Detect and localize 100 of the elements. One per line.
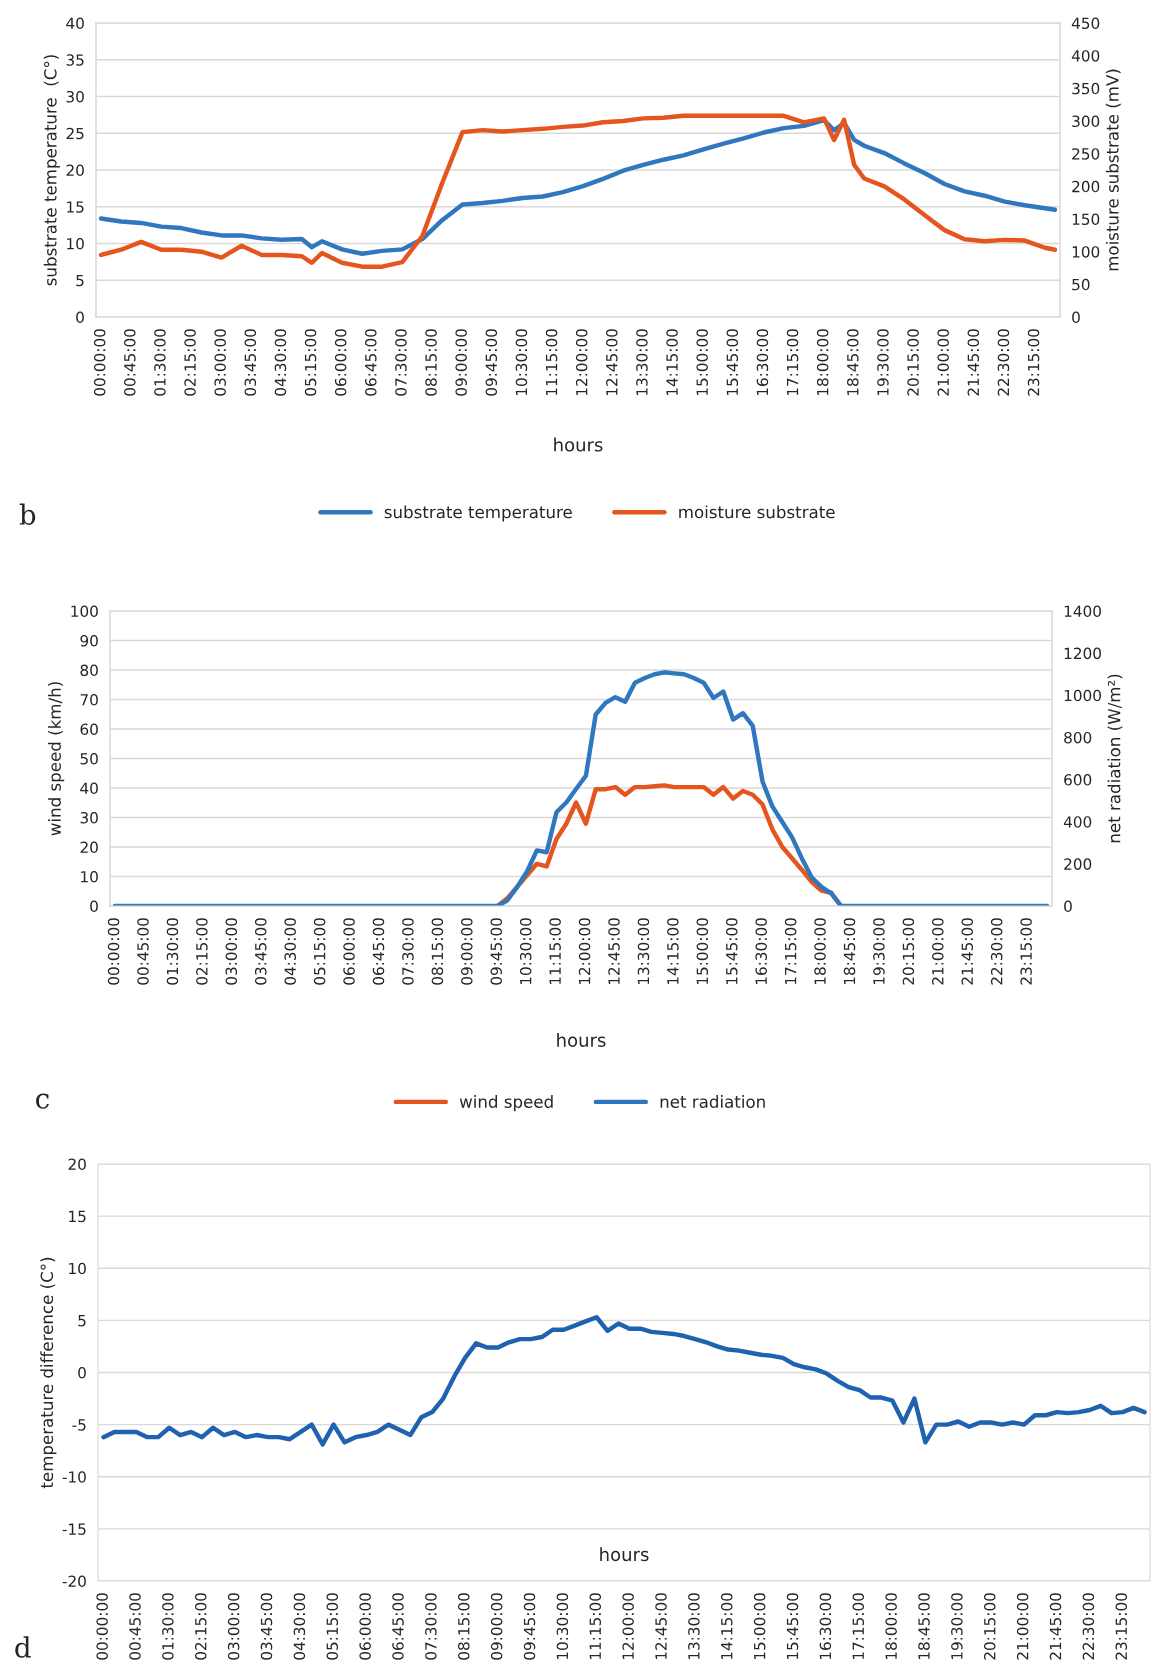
x-tick-label: 06:00:00 xyxy=(343,918,355,985)
y2-tick-label: 250 xyxy=(1072,148,1100,160)
x-tick-label: 09:45:00 xyxy=(490,918,503,985)
y-tick-label: 70 xyxy=(80,693,98,706)
x-tick-label: 06:00:00 xyxy=(334,329,347,396)
y2-tick-label: 600 xyxy=(1064,774,1092,786)
x-tick-label: 18:45:00 xyxy=(918,1593,930,1660)
x-tick-label: 11:15:00 xyxy=(545,329,558,396)
x-tick-label: 13:30:00 xyxy=(688,1593,700,1660)
x-tick-label: 18:45:00 xyxy=(843,918,856,985)
x-tick-label: 18:45:00 xyxy=(847,329,859,396)
y2-tick-label: 50 xyxy=(1072,278,1090,291)
x-tick-label: 15:00:00 xyxy=(753,1593,766,1660)
x-tick-label: 00:45:00 xyxy=(124,329,136,396)
x-tick-label: 23:15:00 xyxy=(1027,329,1040,396)
x-tick-label: 21:45:00 xyxy=(1049,1593,1062,1660)
legend-label: substrate temperature xyxy=(384,505,572,522)
x-tick-label: 01:30:00 xyxy=(162,1593,174,1660)
x-tick-label: 00:45:00 xyxy=(137,918,149,985)
x-tick-label: 15:45:00 xyxy=(786,1593,799,1660)
y2-tick-label: 450 xyxy=(1071,17,1100,30)
x-tick-label: 22:30:00 xyxy=(1082,1593,1095,1660)
x-tick-label: 00:00:00 xyxy=(96,1593,108,1660)
x-tick-label: 10:30:00 xyxy=(519,918,532,985)
x-tick-label: 11:15:00 xyxy=(549,918,561,985)
y-tick-label: 50 xyxy=(80,752,98,765)
x-tick-label: 00:45:00 xyxy=(129,1593,141,1660)
x-tick-label: 05:15:00 xyxy=(304,329,317,396)
x-tick-label: 05:15:00 xyxy=(326,1593,339,1660)
x-tick-label: 12:00:00 xyxy=(578,918,591,985)
x-tick-label: 03:00:00 xyxy=(214,329,226,396)
y-axis-title: wind speed (km/h) xyxy=(48,682,65,836)
x-tick-label: 21:00:00 xyxy=(937,329,949,396)
x-tick-label: 21:00:00 xyxy=(1016,1593,1029,1660)
x-tick-label: 04:30:00 xyxy=(274,329,287,396)
x-tick-label: 16:30:00 xyxy=(755,918,767,985)
x-tick-label: 19:30:00 xyxy=(873,918,885,985)
x-tick-label: 19:30:00 xyxy=(951,1593,963,1660)
x-tick-label: 17:15:00 xyxy=(852,1593,865,1660)
legend-label: moisture substrate xyxy=(679,505,835,519)
x-tick-label: 20:15:00 xyxy=(983,1593,996,1660)
y-tick-label: 40 xyxy=(80,782,98,795)
y2-tick-label: 200 xyxy=(1072,180,1100,193)
x-tick-label: 09:00:00 xyxy=(461,918,473,985)
x-tick-label: 09:00:00 xyxy=(455,329,467,396)
x-tick-label: 19:30:00 xyxy=(877,329,889,396)
x-tick-label: 12:45:00 xyxy=(655,1593,667,1660)
x-tick-label: 14:15:00 xyxy=(666,329,678,396)
x-tick-label: 12:00:00 xyxy=(622,1593,634,1660)
y-tick-label: -5 xyxy=(72,1419,86,1431)
x-tick-label: 02:15:00 xyxy=(194,1593,207,1660)
y-tick-label: 10 xyxy=(81,870,98,883)
x-tick-label: 01:30:00 xyxy=(166,918,179,985)
x-tick-label: 18:00:00 xyxy=(816,329,829,396)
legend-label: net radiation xyxy=(660,1095,765,1108)
x-tick-label: 22:30:00 xyxy=(990,918,1003,985)
y-tick-label: 30 xyxy=(80,811,98,824)
x-tick-label: 23:15:00 xyxy=(1115,1593,1128,1660)
x-tick-label: 17:15:00 xyxy=(786,329,799,396)
y-tick-label: 80 xyxy=(80,664,98,677)
y2-tick-label: 800 xyxy=(1064,731,1092,744)
x-tick-label: 10:30:00 xyxy=(515,329,528,396)
y-tick-label: 30 xyxy=(66,90,84,103)
x-tick-label: 04:30:00 xyxy=(293,1593,306,1660)
x-tick-label: 00:00:00 xyxy=(107,918,120,985)
y-tick-label: 25 xyxy=(66,127,84,140)
x-tick-label: 18:00:00 xyxy=(814,918,826,985)
y-tick-label: 10 xyxy=(69,1262,86,1275)
x-tick-label: 06:00:00 xyxy=(359,1593,371,1660)
x-tick-label: 12:00:00 xyxy=(575,329,588,396)
y2-tick-label: 0 xyxy=(1072,311,1080,324)
y2-axis-title: moisture substrate (mV) xyxy=(1105,69,1121,271)
y-tick-label: 0 xyxy=(76,311,84,324)
y2-tick-label: 200 xyxy=(1064,858,1092,870)
x-tick-label: 07:30:00 xyxy=(395,329,407,396)
y-tick-label: 20 xyxy=(66,164,84,177)
x-tick-label: 14:15:00 xyxy=(667,918,679,985)
x-axis-title: hours xyxy=(557,1032,606,1047)
y2-tick-label: 300 xyxy=(1072,115,1100,128)
x-tick-label: 02:15:00 xyxy=(196,918,208,985)
x-tick-label: 21:45:00 xyxy=(967,329,980,396)
x-tick-label: 10:30:00 xyxy=(556,1593,569,1660)
x-tick-label: 03:45:00 xyxy=(260,1593,273,1660)
x-tick-label: 08:15:00 xyxy=(425,329,437,396)
x-tick-label: 08:15:00 xyxy=(431,918,444,985)
x-axis-title: hours xyxy=(600,1547,649,1562)
y2-tick-label: 1200 xyxy=(1064,647,1101,660)
y2-tick-label: 350 xyxy=(1072,82,1100,95)
y2-tick-label: 400 xyxy=(1071,50,1100,62)
x-tick-label: 16:30:00 xyxy=(756,329,769,396)
y-tick-label: 0 xyxy=(90,900,98,913)
x-tick-label: 21:00:00 xyxy=(932,918,944,985)
x-tick-label: 03:45:00 xyxy=(244,329,257,396)
x-tick-label: 14:15:00 xyxy=(720,1593,733,1660)
y2-tick-label: 1000 xyxy=(1064,689,1101,702)
x-tick-label: 07:30:00 xyxy=(402,918,414,985)
y-tick-label: 35 xyxy=(66,54,84,66)
x-tick-label: 13:30:00 xyxy=(637,918,650,985)
y2-tick-label: 400 xyxy=(1063,816,1092,828)
x-tick-label: 15:00:00 xyxy=(696,918,709,985)
